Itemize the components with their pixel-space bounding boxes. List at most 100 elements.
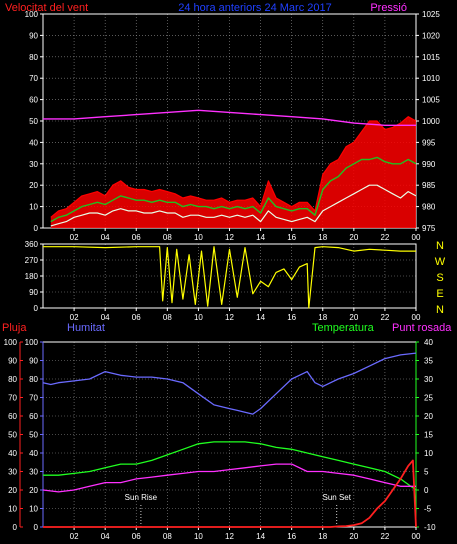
temperature-y-tick-label: 25 (424, 394, 433, 403)
x-tick-label: 04 (101, 532, 110, 541)
x-tick-label: 22 (380, 233, 389, 242)
x-tick-label: 10 (194, 313, 203, 322)
wind-gust-line (50, 116, 417, 218)
x-tick-label: 12 (225, 313, 234, 322)
pressure-y-tick-label: 1025 (422, 10, 440, 19)
sun-marker-label: Sun Rise (125, 493, 158, 502)
x-tick-label: 06 (132, 313, 141, 322)
rain-y-tick-label: 10 (8, 505, 17, 514)
direction-y-tick-label: 270 (25, 256, 39, 265)
temperature-y-tick-label: 10 (424, 449, 433, 458)
compass-label-n: N (436, 304, 444, 316)
humidity-line (42, 352, 417, 415)
x-tick-label: 16 (287, 233, 296, 242)
wind-y-tick-label: 80 (29, 53, 38, 62)
temperature-line (43, 441, 417, 491)
temperature-y-tick-label: 35 (424, 357, 433, 366)
x-tick-label: 00 (412, 532, 421, 541)
wind-y-tick-label: 60 (29, 96, 38, 105)
pressure-y-tick-label: 995 (422, 138, 436, 147)
compass-label-n: N (436, 240, 444, 252)
x-tick-label: 12 (225, 532, 234, 541)
x-tick-label: 18 (318, 233, 327, 242)
wind-y-tick-label: 10 (29, 203, 38, 212)
pressure-y-tick-label: 980 (422, 203, 436, 212)
rain-humidity-temperature-panel: 0102030405060708090100010203040506070809… (4, 338, 436, 541)
pressure-y-tick-label: 1005 (422, 96, 440, 105)
humidity-y-tick-label: 60 (29, 412, 38, 421)
humidity-y-tick-label: 10 (29, 505, 38, 514)
compass-label-w: W (435, 256, 446, 268)
wind-y-tick-label: 40 (29, 138, 38, 147)
wind-y-tick-label: 0 (34, 224, 39, 233)
x-tick-label: 04 (101, 313, 110, 322)
pressure-axis-title: Pressió (370, 2, 407, 14)
x-tick-label: 08 (163, 233, 172, 242)
wind-pressure-panel: 0102030405060708090100975980985990995100… (25, 10, 441, 242)
temperature-y-tick-label: 5 (424, 468, 429, 477)
humidity-axis-title: Humitat (67, 322, 105, 334)
x-tick-label: 22 (380, 313, 389, 322)
x-tick-label: 14 (256, 233, 265, 242)
rain-y-tick-label: 30 (8, 468, 17, 477)
wind-minimum-line (50, 184, 417, 227)
temperature-y-tick-label: 20 (424, 412, 433, 421)
direction-y-tick-label: 360 (25, 240, 39, 249)
x-tick-label: 08 (163, 532, 172, 541)
wind-gust-area (50, 116, 416, 228)
temperature-y-tick-label: -10 (424, 523, 436, 532)
x-tick-label: 00 (412, 233, 421, 242)
x-tick-label: 12 (225, 233, 234, 242)
rain-y-tick-label: 70 (8, 394, 17, 403)
dewpoint-axis-title: Punt rosada (392, 322, 452, 334)
humidity-y-tick-label: 100 (25, 338, 39, 347)
rain-y-tick-label: 20 (8, 486, 17, 495)
wind-y-tick-label: 90 (29, 31, 38, 40)
direction-y-tick-label: 0 (34, 304, 39, 313)
x-tick-label: 18 (318, 313, 327, 322)
pressure-line (43, 109, 416, 127)
x-tick-label: 20 (349, 532, 358, 541)
pressure-y-tick-label: 1015 (422, 53, 440, 62)
humidity-y-tick-label: 40 (29, 449, 38, 458)
humidity-y-tick-label: 0 (34, 523, 39, 532)
temperature-y-tick-label: 0 (424, 486, 429, 495)
temperature-axis-title: Temperatura (312, 322, 375, 334)
x-tick-label: 00 (412, 313, 421, 322)
x-tick-label: 06 (132, 532, 141, 541)
pressure-y-tick-label: 1010 (422, 74, 440, 83)
rain-y-tick-label: 80 (8, 375, 17, 384)
wind-y-tick-label: 50 (29, 117, 38, 126)
x-tick-label: 08 (163, 313, 172, 322)
x-tick-label: 02 (70, 313, 79, 322)
temperature-y-tick-label: 30 (424, 375, 433, 384)
sun-marker-label: Sun Set (323, 493, 352, 502)
x-tick-label: 14 (256, 532, 265, 541)
pressure-y-tick-label: 1020 (422, 31, 440, 40)
rain-y-tick-label: 40 (8, 449, 17, 458)
pressure-y-tick-label: 985 (422, 181, 436, 190)
rain-y-tick-label: 60 (8, 412, 17, 421)
x-tick-label: 02 (70, 233, 79, 242)
chart-title: 24 hora anteriors 24 Marc 2017 (178, 2, 331, 14)
rain-axis-title: Pluja (2, 322, 27, 334)
x-tick-label: 14 (256, 313, 265, 322)
wind-y-tick-label: 20 (29, 181, 38, 190)
x-tick-label: 20 (349, 233, 358, 242)
pressure-y-tick-label: 990 (422, 160, 436, 169)
humidity-y-tick-label: 50 (29, 431, 38, 440)
wind-direction-line (43, 246, 416, 309)
rain-y-tick-label: 0 (13, 523, 18, 532)
temperature-y-tick-label: 40 (424, 338, 433, 347)
rain-line (43, 459, 417, 528)
temperature-y-tick-label: 15 (424, 431, 433, 440)
direction-y-tick-label: 90 (29, 288, 38, 297)
pressure-y-tick-label: 975 (422, 224, 436, 233)
wind-y-tick-label: 30 (29, 160, 38, 169)
humidity-y-tick-label: 70 (29, 394, 38, 403)
x-tick-label: 16 (287, 313, 296, 322)
wind-y-tick-label: 100 (25, 10, 39, 19)
x-tick-label: 22 (380, 532, 389, 541)
